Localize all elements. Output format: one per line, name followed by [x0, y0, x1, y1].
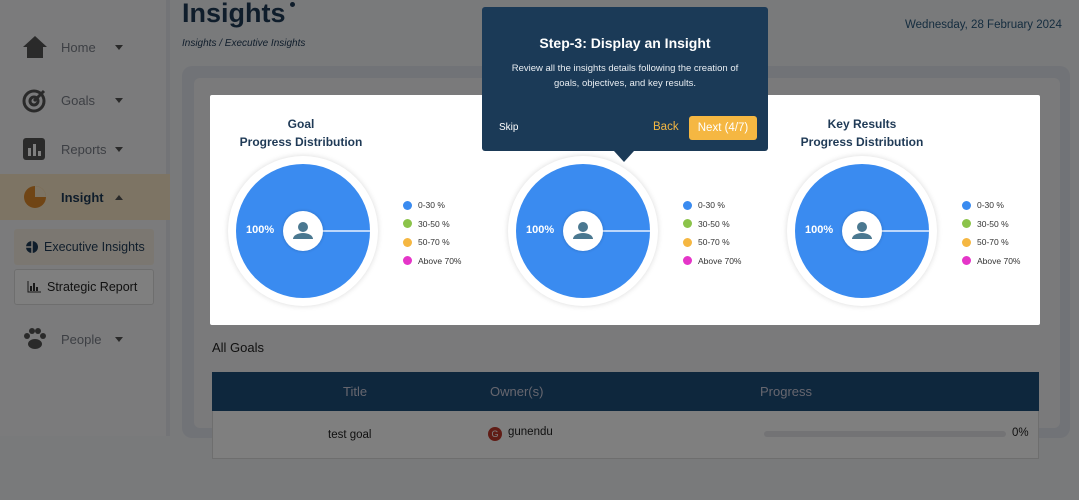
legend-label: 0-30 % — [977, 200, 1004, 211]
skip-button[interactable]: Skip — [499, 122, 519, 133]
slice-label: 100% — [805, 224, 834, 236]
legend-swatch — [683, 256, 692, 266]
legend-item[interactable]: 50-70 % — [403, 233, 461, 252]
legend-item[interactable]: 30-50 % — [683, 215, 741, 234]
legend-item[interactable]: Above 70% — [403, 252, 461, 271]
chart-legend: 0-30 % 30-50 % 50-70 % Above 70% — [683, 196, 741, 270]
pie-chart: Goal Progress Distribution 100% 0-30 % 30-… — [211, 95, 491, 325]
chart-title-line1: Goal — [287, 117, 315, 131]
legend-label: 30-50 % — [418, 218, 450, 229]
legend-label: 50-70 % — [977, 237, 1009, 248]
slice-divider — [303, 230, 370, 232]
chart-legend: 0-30 % 30-50 % 50-70 % Above 70% — [962, 196, 1020, 270]
pie: 100% — [508, 156, 658, 306]
legend-swatch — [962, 200, 971, 210]
legend-label: Above 70% — [977, 255, 1021, 266]
legend-label: Above 70% — [418, 255, 462, 266]
legend-swatch — [683, 219, 692, 229]
legend-label: 50-70 % — [418, 237, 450, 248]
legend-swatch — [403, 256, 412, 266]
back-button[interactable]: Back — [653, 121, 679, 133]
legend-item[interactable]: Above 70% — [683, 252, 741, 271]
pie-center — [842, 211, 882, 251]
legend-swatch — [403, 237, 412, 247]
pie-center — [563, 211, 603, 251]
pie-chart: 100% 0-30 % 30-50 % 50-70 % Above 70% — [491, 95, 771, 325]
slice-label: 100% — [246, 224, 275, 236]
legend-label: 0-30 % — [698, 200, 725, 211]
legend-swatch — [962, 237, 971, 247]
chart-title-line2: Progress Distribution — [239, 135, 363, 149]
legend-swatch — [403, 219, 412, 229]
legend-item[interactable]: 50-70 % — [683, 233, 741, 252]
legend-swatch — [683, 200, 692, 210]
chart-title-line2: Progress Distribution — [800, 135, 924, 149]
legend-swatch — [962, 219, 971, 229]
legend-item[interactable]: 50-70 % — [962, 233, 1020, 252]
legend-item[interactable]: 30-50 % — [962, 215, 1020, 234]
legend-item[interactable]: 0-30 % — [683, 196, 741, 215]
pie: 100% — [787, 156, 937, 306]
chart-title-line1: Key Results — [827, 117, 897, 131]
pie-center — [283, 211, 323, 251]
pie-chart: Key Results Progress Distribution 100% 0-… — [770, 95, 1050, 325]
legend-swatch — [403, 200, 412, 210]
chart-title: Key Results Progress Distribution — [772, 115, 952, 151]
legend-swatch — [683, 237, 692, 247]
insight-charts-card: Goal Progress Distribution 100% 0-30 % 30-… — [210, 95, 1040, 325]
chart-legend: 0-30 % 30-50 % 50-70 % Above 70% — [403, 196, 461, 270]
user-icon — [573, 222, 593, 239]
legend-label: Above 70% — [698, 255, 742, 266]
legend-item[interactable]: Above 70% — [962, 252, 1020, 271]
tour-tooltip: Step-3: Display an Insight Review all th… — [482, 7, 768, 162]
slice-divider — [862, 230, 929, 232]
legend-label: 30-50 % — [977, 218, 1009, 229]
tour-description: Review all the insights details followin… — [511, 63, 739, 89]
user-icon — [293, 222, 313, 239]
slice-label: 100% — [526, 224, 555, 236]
legend-swatch — [962, 256, 971, 266]
legend-item[interactable]: 0-30 % — [403, 196, 461, 215]
legend-label: 0-30 % — [418, 200, 445, 211]
legend-item[interactable]: 30-50 % — [403, 215, 461, 234]
next-button[interactable]: Next (4/7) — [689, 116, 757, 140]
slice-divider — [583, 230, 650, 232]
legend-label: 30-50 % — [698, 218, 730, 229]
user-icon — [852, 222, 872, 239]
tour-title: Step-3: Display an Insight — [539, 35, 711, 51]
legend-item[interactable]: 0-30 % — [962, 196, 1020, 215]
pie: 100% — [228, 156, 378, 306]
legend-label: 50-70 % — [698, 237, 730, 248]
chart-title: Goal Progress Distribution — [211, 115, 391, 151]
